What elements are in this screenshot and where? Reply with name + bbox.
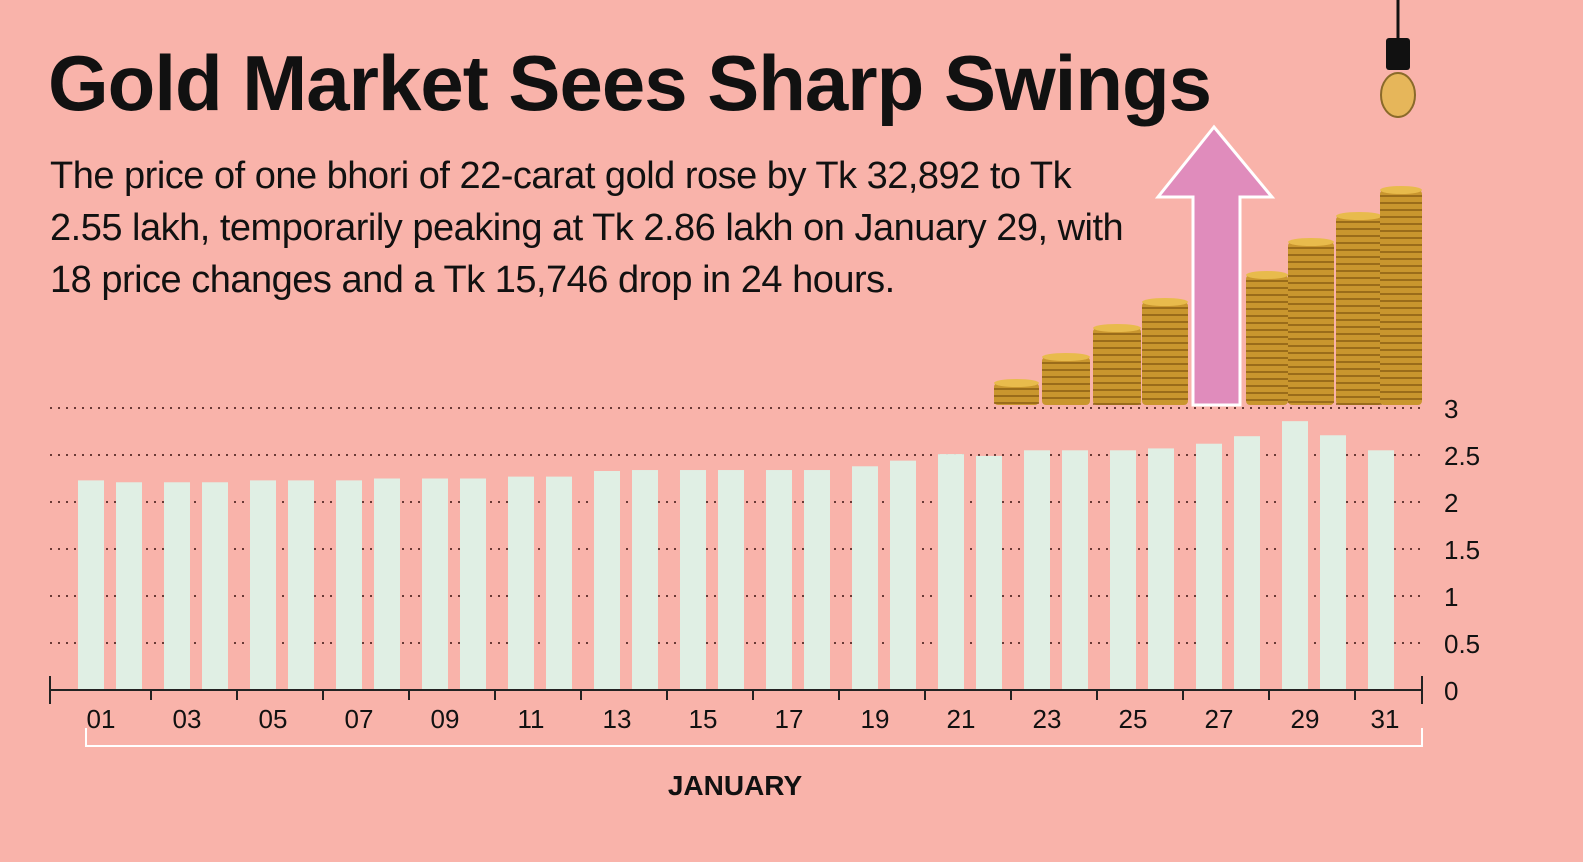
x-tick-label: 19: [861, 704, 890, 734]
x-tick-label: 29: [1291, 704, 1320, 734]
x-tick-label: 03: [173, 704, 202, 734]
x-tick-label: 23: [1033, 704, 1062, 734]
x-tick-label: 31: [1371, 704, 1400, 734]
bar-31: [1368, 450, 1394, 690]
bar-15: [680, 470, 706, 690]
coin-stacks-illustration: [994, 0, 1422, 407]
month-bracket: [85, 728, 1423, 747]
x-tick-label: 09: [431, 704, 460, 734]
y-tick-label: 0: [1444, 676, 1458, 706]
y-tick-label: 2: [1444, 488, 1458, 518]
y-tick-label: 2.5: [1444, 441, 1480, 471]
bar-16: [718, 470, 744, 690]
bar-26: [1148, 448, 1174, 690]
lightbulb-icon: [1380, 72, 1416, 118]
coin-stack: [1042, 357, 1090, 405]
bar-29: [1282, 421, 1308, 690]
bar-01: [78, 480, 104, 690]
bar-04: [202, 482, 228, 690]
bar-14: [632, 470, 658, 690]
bar-10: [460, 478, 486, 690]
x-axis: [49, 676, 1423, 747]
bar-28: [1234, 436, 1260, 690]
bar-17: [766, 470, 792, 690]
bar-08: [374, 478, 400, 690]
chart-title: Gold Market Sees Sharp Swings: [48, 39, 1212, 127]
bar-11: [508, 476, 534, 690]
bar-27: [1196, 443, 1222, 690]
x-tick-label: 13: [603, 704, 632, 734]
bar-05: [250, 480, 276, 690]
bar-19: [852, 466, 878, 690]
bar-18: [804, 470, 830, 690]
coin-stack: [1380, 190, 1422, 405]
x-axis-label: JANUARY: [668, 770, 803, 801]
bars: [78, 421, 1394, 690]
bar-13: [594, 470, 620, 690]
x-tick-label: 21: [947, 704, 976, 734]
bar-30: [1320, 435, 1346, 690]
coin-stack: [1142, 302, 1188, 405]
bar-23: [1024, 450, 1050, 690]
bar-02: [116, 482, 142, 690]
bar-20: [890, 460, 916, 690]
x-tick-label: 15: [689, 704, 718, 734]
bar-03: [164, 482, 190, 690]
y-axis-ticks: 0 0.5 1 1.5 2 2.5 3: [1444, 394, 1480, 706]
x-tick-label: 05: [259, 704, 288, 734]
bar-09: [422, 478, 448, 690]
bar-07: [336, 480, 362, 690]
bulb-socket: [1386, 38, 1410, 70]
coin-stack: [1093, 328, 1141, 405]
up-arrow-icon: [1154, 124, 1276, 407]
y-tick-label: 1: [1444, 582, 1458, 612]
x-tick-label: 01: [87, 704, 116, 734]
bar-12: [546, 476, 572, 690]
x-tick-label: 25: [1119, 704, 1148, 734]
x-tick-label: 27: [1205, 704, 1234, 734]
y-tick-label: 1.5: [1444, 535, 1480, 565]
bar-21: [938, 454, 964, 690]
x-axis-ticks: 01 03 05 07 09 11 13 15 17 19 21 23 25 27 29 31: [87, 704, 1400, 734]
bar-25: [1110, 450, 1136, 690]
chart-subtitle: The price of one bhori of 22-carat gold …: [50, 155, 1124, 301]
x-tick-label: 07: [345, 704, 374, 734]
x-tick-label: 17: [775, 704, 804, 734]
y-tick-label: 3: [1444, 394, 1458, 424]
bar-24: [1062, 450, 1088, 690]
y-tick-label: 0.5: [1444, 629, 1480, 659]
x-tick-label: 11: [518, 704, 545, 734]
bar-06: [288, 480, 314, 690]
bar-22: [976, 455, 1002, 690]
